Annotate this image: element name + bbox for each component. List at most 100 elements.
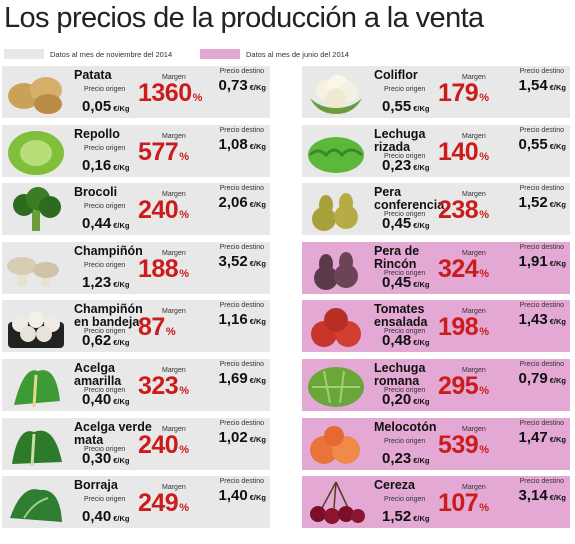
margin-value: 140% (438, 138, 489, 166)
origin-price: 0,16 €/Kg (82, 157, 130, 174)
origin-price: 0,48 €/Kg (382, 332, 430, 349)
potato-icon (8, 77, 62, 114)
legend-november: Datos al mes de noviembre del 2014 (4, 48, 172, 60)
dest-price: 3,14 €/Kg (518, 487, 566, 504)
origin-label: Precio origen (84, 446, 126, 453)
product-name: Repollo (74, 127, 120, 141)
dest-unit: €/Kg (549, 142, 566, 151)
dest-label: Precio destino (219, 244, 264, 251)
origin-label: Precio origen (384, 211, 426, 218)
margin-pct: % (479, 151, 489, 163)
dest-label: Precio destino (519, 478, 564, 485)
margin-label: Margen (462, 191, 486, 198)
margin-pct: % (179, 151, 189, 163)
dest-price: 1,40 €/Kg (218, 487, 266, 504)
origin-label: Precio origen (384, 86, 426, 93)
dest-label: Precio destino (219, 185, 264, 192)
dest-price: 1,91 €/Kg (518, 253, 566, 270)
product-card: Brocoli Precio origen 0,44 €/Kg Margen 240% Pr… (2, 183, 270, 235)
dest-price: 1,69 €/Kg (218, 370, 266, 387)
dest-price: 1,54 €/Kg (518, 77, 566, 94)
product-name: Champiñón (74, 244, 143, 258)
product-card: Tomates ensalada Precio origen 0,48 €/Kg Mar… (302, 300, 570, 352)
broccoli-icon (13, 187, 61, 231)
dest-label: Precio destino (219, 68, 264, 75)
pear-icon (312, 193, 358, 231)
origin-price: 0,30 €/Kg (82, 450, 130, 467)
product-name: Lechuga romana (374, 361, 426, 388)
product-card: Cereza Precio origen 1,52 €/Kg Margen 107% Pre… (302, 476, 570, 528)
product-name: Acelga verde mata (74, 420, 152, 447)
margin-value: 188% (138, 255, 189, 283)
dest-price: 2,06 €/Kg (218, 194, 266, 211)
margin-pct: % (192, 92, 203, 104)
origin-unit: €/Kg (113, 456, 130, 465)
product-name: Pera de Rincón (374, 244, 420, 271)
chard-icon (14, 370, 60, 408)
origin-label: Precio origen (84, 387, 126, 394)
origin-price: 0,23 €/Kg (382, 157, 430, 174)
origin-unit: €/Kg (113, 514, 130, 523)
dest-unit: €/Kg (249, 200, 266, 209)
origin-label: Precio origen (84, 145, 126, 152)
dest-unit: €/Kg (249, 435, 266, 444)
product-name: Lechuga rizada (374, 127, 426, 154)
margin-label: Margen (462, 133, 486, 140)
margin-value: 323% (138, 372, 189, 400)
product-name: Melocotón (374, 420, 437, 434)
origin-unit: €/Kg (113, 104, 130, 113)
dest-label: Precio destino (219, 420, 264, 427)
margin-pct: % (479, 92, 489, 104)
product-name: Champiñón en bandeja (74, 302, 143, 329)
margin-label: Margen (462, 74, 486, 81)
margin-value: 240% (138, 196, 189, 224)
borage-icon (10, 489, 62, 522)
dest-label: Precio destino (519, 127, 564, 134)
page-title: Los precios de la producción a la venta (4, 2, 484, 34)
product-card: Acelga verde mata Precio origen 0,30 €/Kg Ma… (2, 418, 270, 470)
product-name: Pera conferencia (374, 185, 445, 212)
product-card: Lechuga romana Precio origen 0,20 €/Kg Marge… (302, 359, 570, 411)
product-card: Melocotón Precio origen 0,23 €/Kg Margen 539%… (302, 418, 570, 470)
product-name: Borraja (74, 478, 118, 492)
dest-label: Precio destino (519, 302, 564, 309)
margin-pct: % (479, 502, 489, 514)
product-card: Borraja Precio origen 0,40 €/Kg Margen 249% Pr… (2, 476, 270, 528)
legend-swatch-pink (200, 49, 240, 59)
origin-price: 0,40 €/Kg (82, 508, 130, 525)
dest-label: Precio destino (519, 420, 564, 427)
cherry-icon (310, 481, 365, 524)
margin-pct: % (179, 209, 189, 221)
origin-unit: €/Kg (413, 514, 430, 523)
origin-unit: €/Kg (413, 397, 430, 406)
product-name: Patata (74, 68, 112, 82)
origin-unit: €/Kg (113, 397, 130, 406)
legend-june-label: Datos al mes de junio del 2014 (246, 49, 349, 59)
product-card: Champiñón Precio origen 1,23 €/Kg Margen 188%… (2, 242, 270, 294)
cauliflower-icon (310, 75, 362, 114)
dest-price: 1,08 €/Kg (218, 136, 266, 153)
margin-value: 577% (138, 138, 189, 166)
dest-unit: €/Kg (549, 376, 566, 385)
dest-label: Precio destino (219, 127, 264, 134)
dest-price: 3,52 €/Kg (218, 253, 266, 270)
margin-value: 87% (138, 313, 176, 341)
dest-price: 1,02 €/Kg (218, 429, 266, 446)
origin-unit: €/Kg (113, 338, 130, 347)
dest-label: Precio destino (519, 244, 564, 251)
origin-unit: €/Kg (113, 221, 130, 230)
rincon-pear-icon (314, 252, 358, 290)
dest-price: 0,73 €/Kg (218, 77, 266, 94)
origin-label: Precio origen (384, 496, 426, 503)
product-card: Acelga amarilla Precio origen 0,40 €/Kg Marg… (2, 359, 270, 411)
dest-unit: €/Kg (549, 435, 566, 444)
margin-value: 1360% (138, 79, 203, 107)
green-chard-icon (12, 430, 62, 467)
dest-price: 0,79 €/Kg (518, 370, 566, 387)
margin-pct: % (179, 385, 189, 397)
margin-label: Margen (462, 484, 486, 491)
dest-label: Precio destino (219, 478, 264, 485)
product-name: Tomates ensalada (374, 302, 428, 329)
origin-label: Precio origen (384, 328, 426, 335)
product-name: Cereza (374, 478, 415, 492)
